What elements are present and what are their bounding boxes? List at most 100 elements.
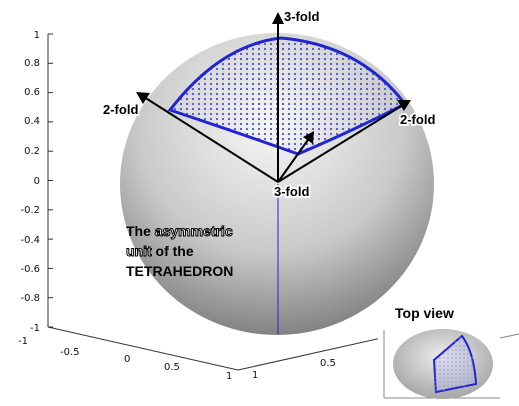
inset-lattice-dot [463,377,465,379]
lattice-dot [227,112,231,116]
lattice-dot [263,112,267,116]
lattice-dot [353,97,357,101]
lattice-dot [269,122,273,126]
lattice-dot [251,87,255,91]
lattice-dot [293,112,297,116]
lattice-dot [353,82,357,86]
arrow-inner-3fold [277,136,311,183]
lattice-dot [215,107,219,111]
lattice-dot [353,72,357,76]
lattice-dot [281,117,285,121]
lattice-dot [269,112,273,116]
y-tick-label: 1 [34,30,40,41]
lattice-dot [227,62,231,66]
annotation-line-2-plain: of the [152,243,194,259]
inset-lattice-dot [459,377,461,379]
lattice-dot [197,87,201,91]
lattice-dot [323,112,327,116]
lattice-dot [215,112,219,116]
lattice-dot [299,107,303,111]
inset-lattice-dot [459,337,461,339]
lattice-dot [269,67,273,71]
lattice-dot [221,122,225,126]
lattice-dot [371,97,375,101]
lattice-dot [227,122,231,126]
x-tick-label: 0.5 [164,362,180,373]
y-tick-label: -1 [30,323,40,334]
lattice-dot [227,77,231,81]
lattice-dot [305,62,309,66]
lattice-dot [263,132,267,136]
inset-lattice-dot [443,389,445,391]
lattice-dot [329,112,333,116]
lattice-dot [191,87,195,91]
lattice-dot [311,82,315,86]
inset-lattice-dot [459,357,461,359]
lattice-dot [245,82,249,86]
lattice-dot [197,82,201,86]
inset-lattice-dot [459,361,461,363]
lattice-dot [191,102,195,106]
annotation-line-2-outlined: unit [126,243,152,259]
lattice-dot [305,97,309,101]
lattice-dot [263,77,267,81]
lattice-dot [377,92,381,96]
lattice-dot [299,42,303,46]
lattice-dot [257,132,261,136]
lattice-dot [215,72,219,76]
lattice-dot [263,137,267,141]
lattice-dot [329,57,333,61]
y-tick-label: 0 [34,176,40,187]
x-tick-label: 0 [124,354,130,365]
lattice-dot [281,82,285,86]
lattice-dot [173,107,177,111]
lattice-dot [335,82,339,86]
arrowhead-right-icon [397,100,411,111]
lattice-dot [239,52,243,56]
lattice-dot [299,82,303,86]
lattice-dot [305,112,309,116]
lattice-dot [293,62,297,66]
inset-lattice-dot [451,357,453,359]
lattice-dot [317,77,321,81]
lattice-dot [317,127,321,131]
inset-lattice-dot [471,381,473,383]
lattice-dot [311,87,315,91]
lattice-dot [215,67,219,71]
inset-lattice-dot [459,365,461,367]
lattice-dot [383,92,387,96]
lattice-dot [269,42,273,46]
lattice-dot [353,77,357,81]
lattice-dot [251,67,255,71]
lattice-dot [203,107,207,111]
lattice-dot [191,97,195,101]
lattice-dot [191,107,195,111]
lattice-dot [353,87,357,91]
lattice-dot [293,67,297,71]
lattice-dot [299,122,303,126]
lattice-dot [335,72,339,76]
lattice-dot [329,72,333,76]
lattice-dot [257,97,261,101]
inset-lattice-dot [467,373,469,375]
lattice-dot [269,132,273,136]
lattice-dot [245,87,249,91]
inset-lattice-dot [439,365,441,367]
lattice-dot [239,127,243,131]
lattice-dot [293,122,297,126]
lattice-dot [257,67,261,71]
lattice-dot [329,67,333,71]
lattice-dot [341,97,345,101]
inset-lattice-dot [439,369,441,371]
inset-lattice-dot [435,377,437,379]
lattice-dot [329,107,333,111]
lattice-dot [239,77,243,81]
lattice-dot [287,112,291,116]
arrowhead-inner-icon [303,131,314,144]
lattice-dot [389,97,393,101]
lattice-dot [335,62,339,66]
lattice-dot [335,117,339,121]
lattice-dot [305,82,309,86]
inset-lattice-dot [459,345,461,347]
lattice-dot [203,77,207,81]
